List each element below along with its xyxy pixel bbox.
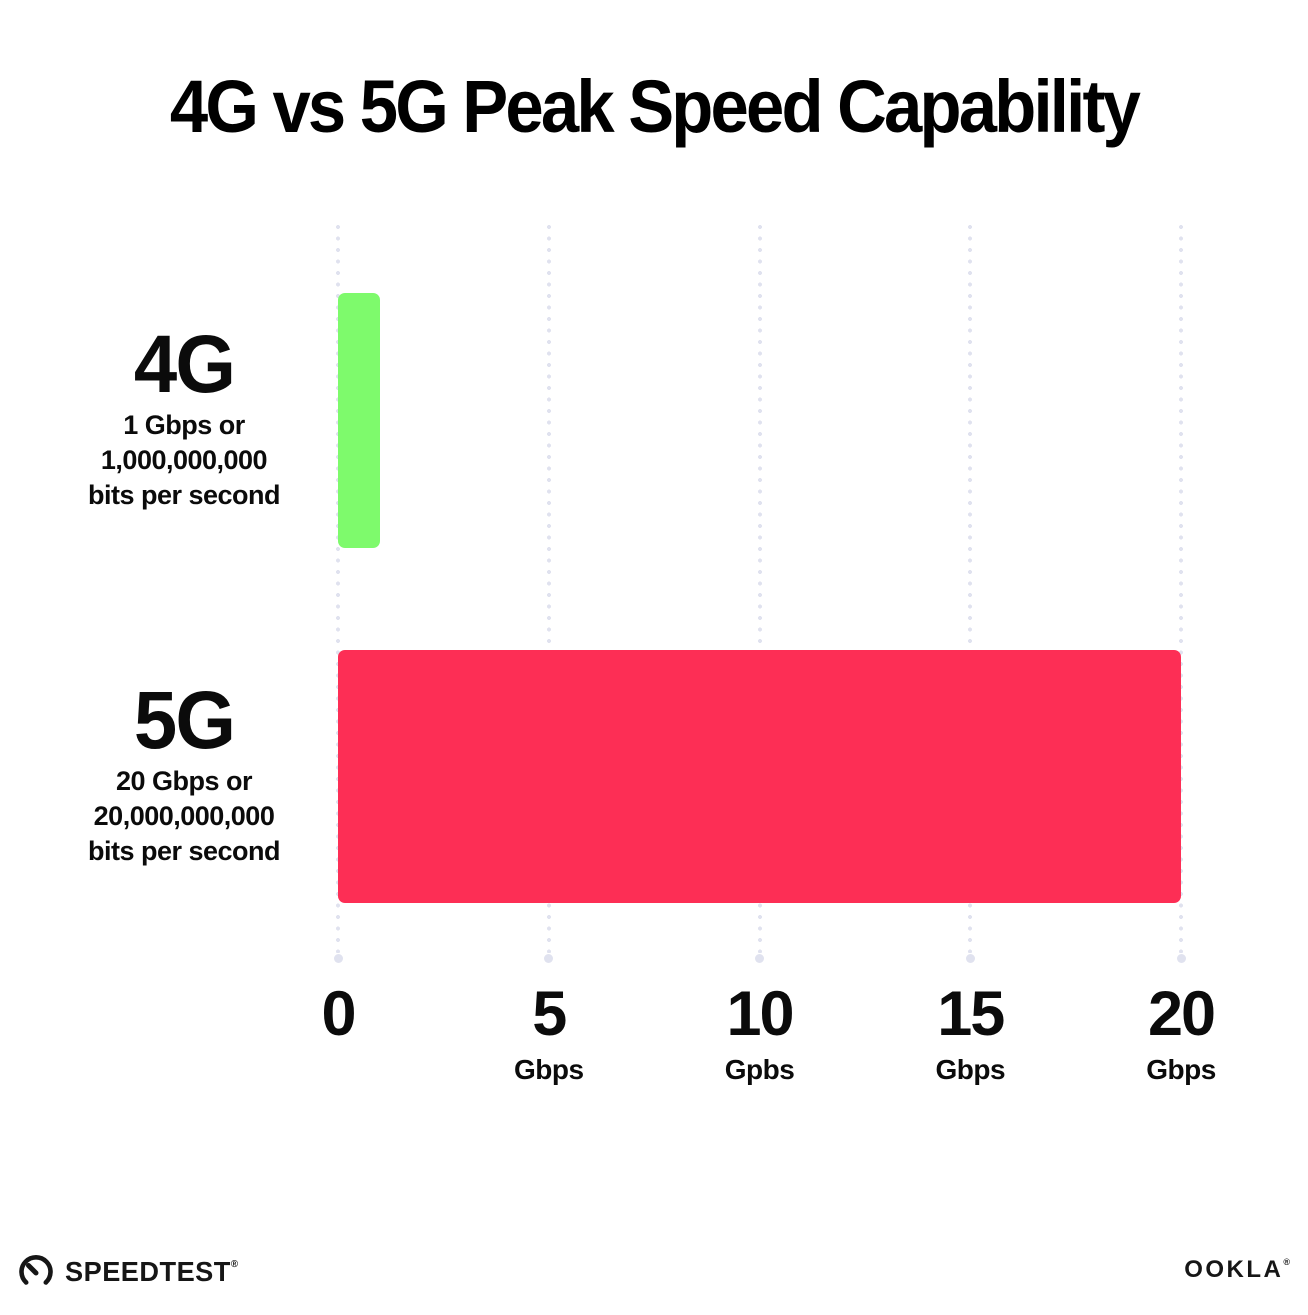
x-tick-value: 5 [532, 979, 567, 1049]
x-tick-value: 10 [726, 979, 794, 1049]
speedtest-logo: SPEEDTEST® [16, 1252, 244, 1292]
x-tick-value: 0 [321, 979, 356, 1049]
gridline-15 [965, 225, 975, 963]
x-tick-value: 15 [937, 979, 1005, 1049]
bar-4g [338, 293, 381, 548]
x-tick-20: 20 Gbps [1146, 982, 1216, 1086]
x-tick-5: 5 Gbps [514, 982, 584, 1086]
x-tick-unit: Gbps [935, 1054, 1006, 1085]
row-label-4g-name: 4G [133, 319, 236, 410]
gridline-5 [544, 225, 554, 963]
row-label-5g-sub-line3: bits per second [87, 836, 281, 866]
x-tick-unit: Gbps [513, 1054, 584, 1085]
x-tick-0: 0 [321, 979, 356, 1054]
row-label-5g-sub-line1: 20 Gbps or [115, 766, 253, 796]
x-axis: 0 5 Gbps 10 Gpbs 15 Gbps 20 Gbps [0, 982, 1308, 1102]
row-label-4g-sub-line2: 1,000,000,000 [100, 445, 268, 475]
x-tick-unit: Gbps [1146, 1054, 1216, 1085]
ookla-wordmark: OOKLA [1184, 1256, 1284, 1283]
row-label-4g-sub-line3: bits per second [87, 480, 281, 510]
x-tick-10: 10 Gpbs [725, 982, 795, 1086]
x-tick-value: 20 [1147, 979, 1216, 1049]
x-tick-15: 15 Gbps [935, 982, 1005, 1086]
speedtest-gauge-icon [16, 1252, 56, 1292]
bar-5g [338, 650, 1181, 903]
gridline-0 [333, 225, 343, 963]
row-label-5g: 5G 20 Gbps or 20,000,000,000 bits per se… [38, 678, 330, 869]
gridline-20 [1176, 225, 1186, 963]
speedtest-wordmark: SPEEDTEST® [65, 1256, 239, 1287]
row-label-5g-sub-line2: 20,000,000,000 [93, 801, 275, 831]
ookla-logo: OOKLA® [1184, 1256, 1290, 1284]
ookla-trademark: ® [1283, 1257, 1290, 1267]
chart-title: 4G vs 5G Peak Speed Capability [169, 64, 1141, 148]
x-tick-unit: Gpbs [724, 1054, 795, 1085]
row-label-4g: 4G 1 Gbps or 1,000,000,000 bits per seco… [38, 322, 330, 513]
speedtest-trademark: ® [230, 1259, 239, 1270]
gridline-10 [755, 225, 764, 963]
row-label-4g-sub-line1: 1 Gbps or [123, 410, 245, 440]
row-label-5g-name: 5G [133, 675, 236, 766]
